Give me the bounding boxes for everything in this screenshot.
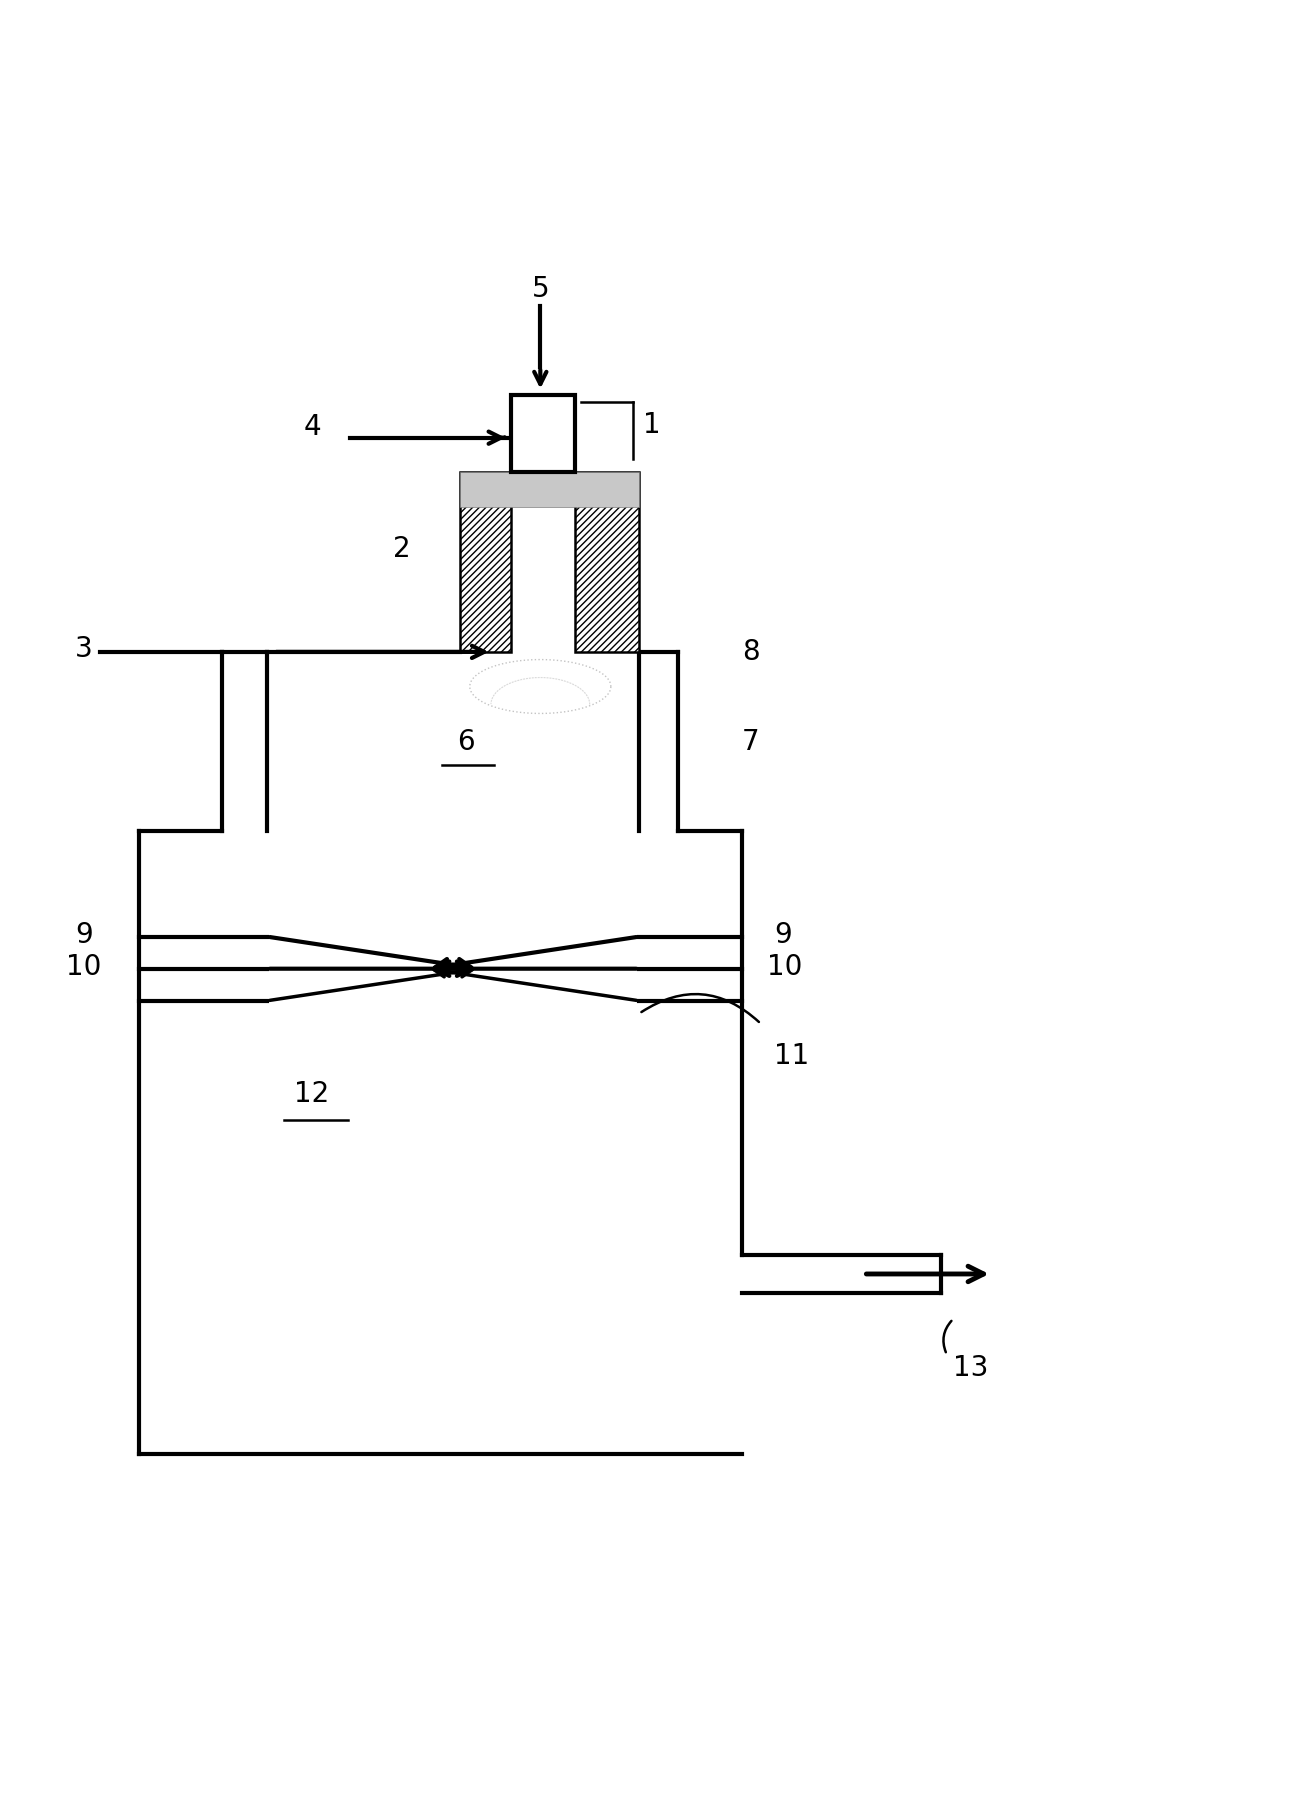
Text: 8: 8 xyxy=(742,639,759,666)
Text: 13: 13 xyxy=(953,1353,989,1382)
Text: 2: 2 xyxy=(392,536,411,563)
Text: 9: 9 xyxy=(75,922,93,949)
Bar xyxy=(574,473,639,651)
Bar xyxy=(460,473,511,651)
Text: 10: 10 xyxy=(767,954,803,981)
Text: 7: 7 xyxy=(742,727,759,756)
Bar xyxy=(460,473,639,507)
Text: 10: 10 xyxy=(66,954,102,981)
Text: 5: 5 xyxy=(532,274,549,303)
Bar xyxy=(511,395,574,473)
Text: 4: 4 xyxy=(303,413,321,442)
Text: 12: 12 xyxy=(294,1081,329,1108)
Text: 6: 6 xyxy=(457,727,475,756)
Text: 1: 1 xyxy=(643,411,661,438)
Text: 11: 11 xyxy=(773,1043,809,1070)
Text: 3: 3 xyxy=(75,635,93,664)
Text: 9: 9 xyxy=(773,922,791,949)
